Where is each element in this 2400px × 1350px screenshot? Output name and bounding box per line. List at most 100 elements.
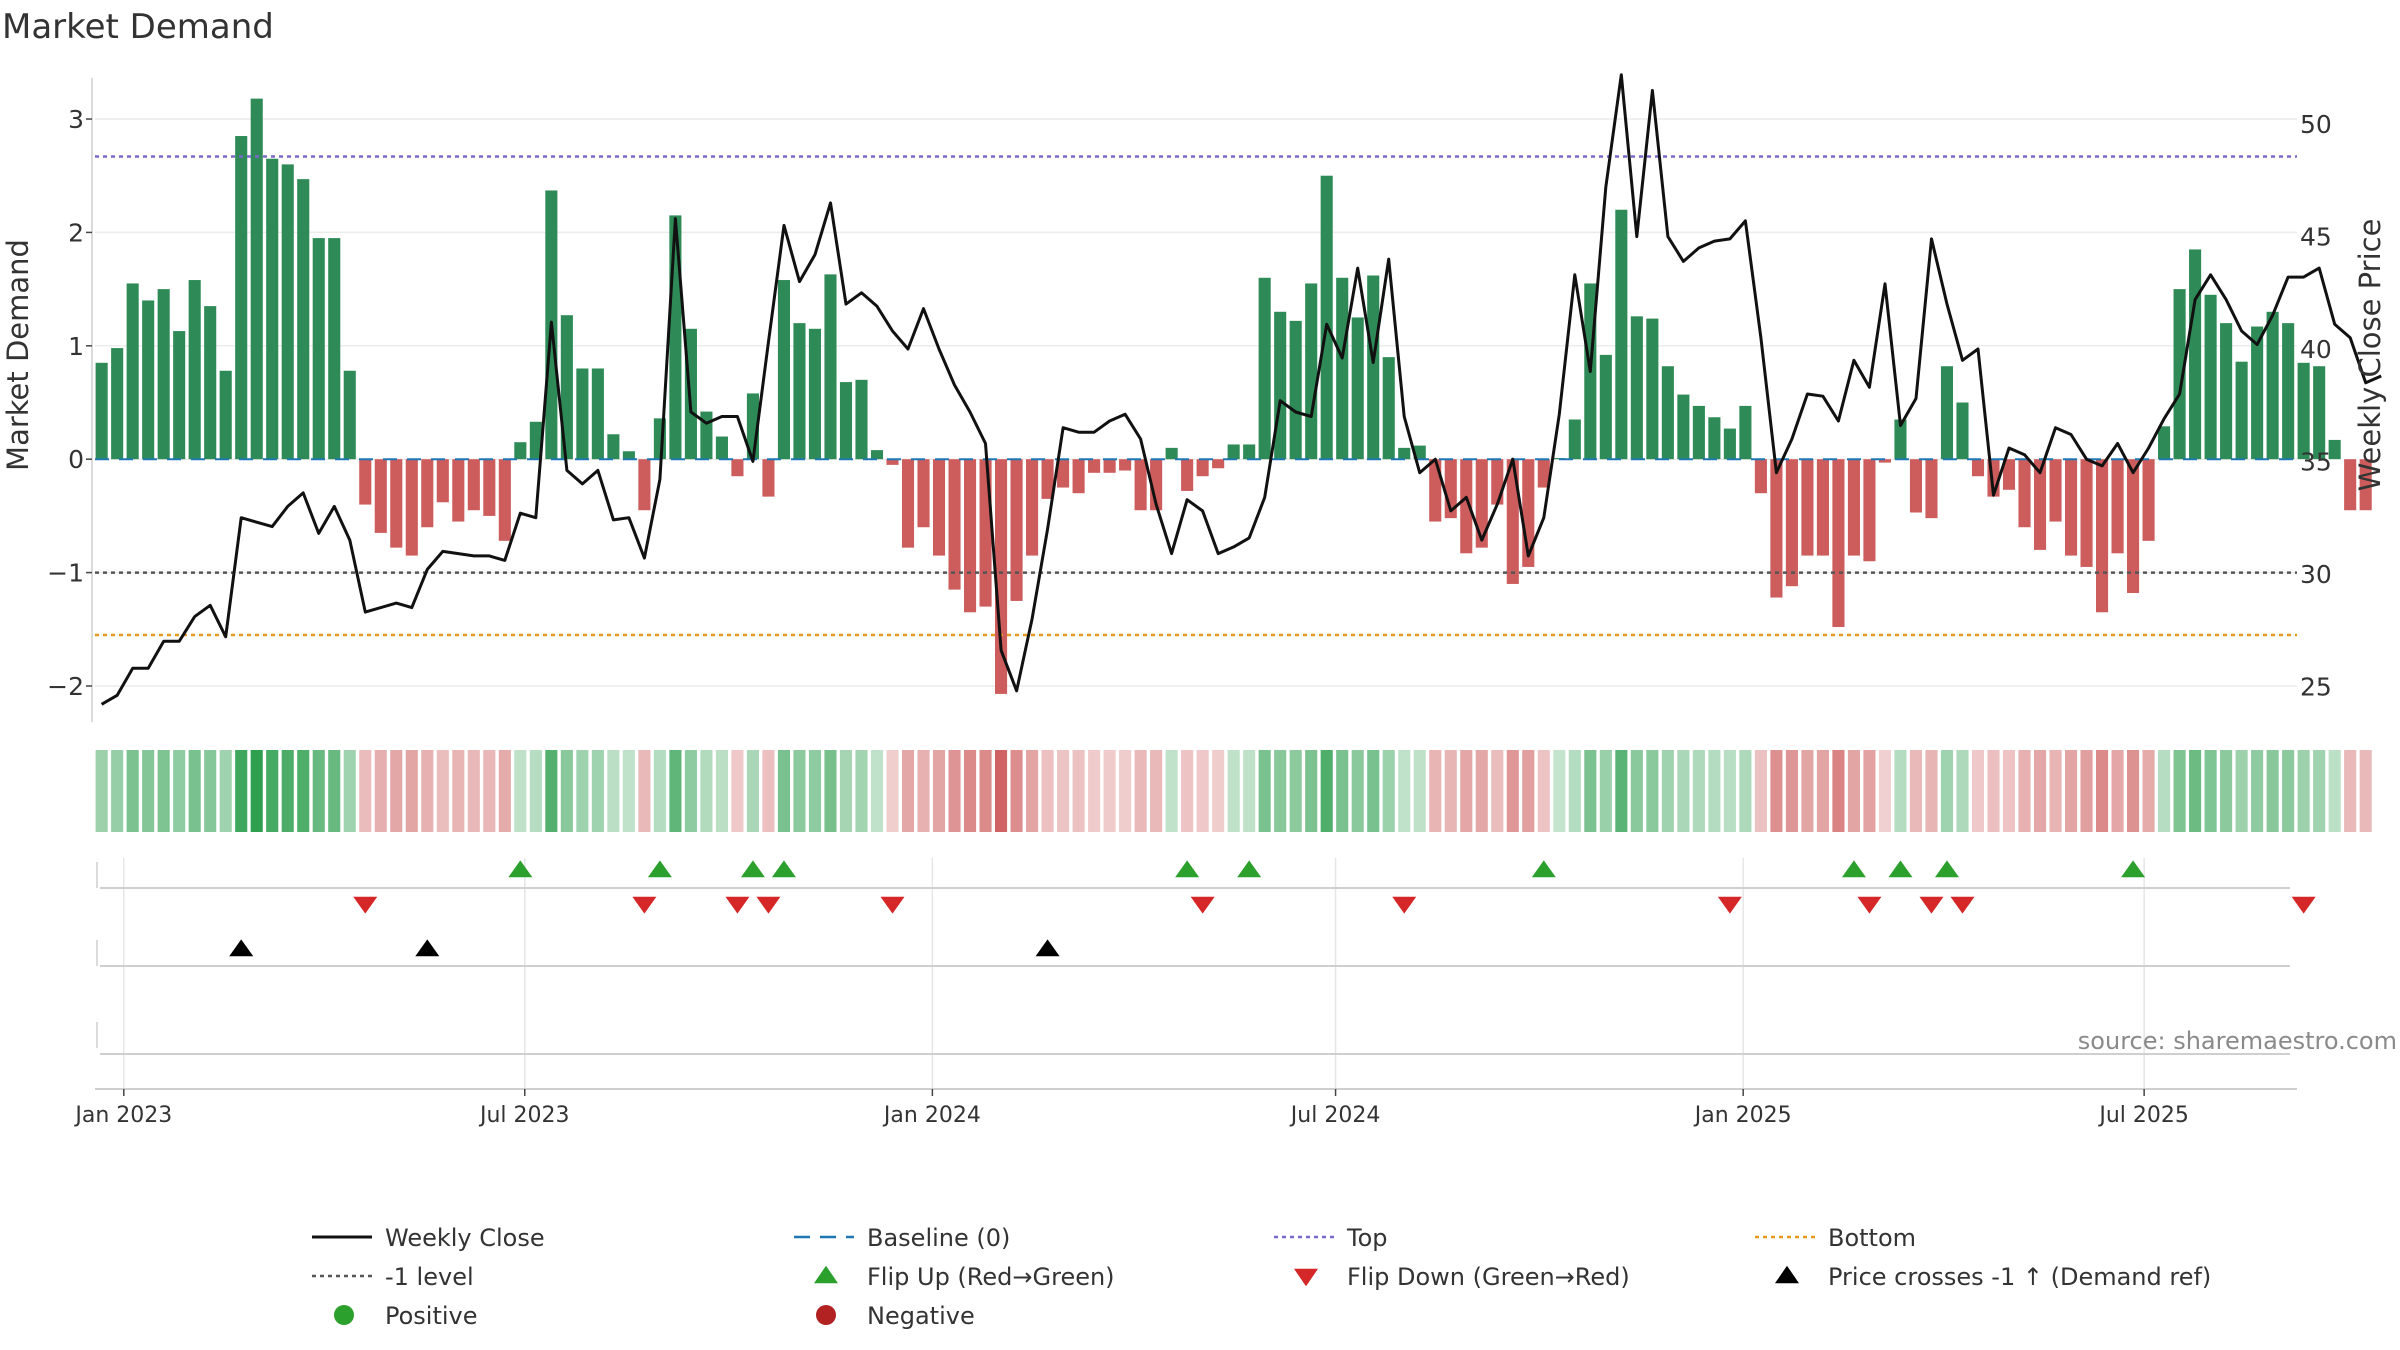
y-tick-label: −2 — [47, 672, 84, 701]
demand-bar — [1382, 357, 1395, 460]
legend-swatch — [816, 1305, 836, 1325]
demand-bar — [1336, 277, 1349, 460]
heat-cell — [1785, 750, 1798, 832]
demand-bar — [204, 306, 217, 460]
demand-bar — [1537, 459, 1550, 488]
heat-cell — [1227, 750, 1240, 832]
cross-up-marker — [1035, 939, 1060, 957]
demand-bar — [250, 98, 263, 460]
demand-bar — [2251, 326, 2264, 460]
heat-cell — [1103, 750, 1116, 832]
demand-bar — [2328, 439, 2341, 460]
heat-cell — [1506, 750, 1519, 832]
heat-cell — [312, 750, 325, 832]
demand-bar — [948, 459, 961, 590]
demand-bar — [2220, 323, 2233, 460]
demand-bar — [1909, 459, 1923, 513]
y-tick-label: 0 — [68, 445, 84, 474]
heat-cell — [111, 750, 124, 832]
demand-bar — [669, 215, 682, 460]
flip-up-marker — [1531, 860, 1556, 878]
demand-bar — [1816, 459, 1829, 556]
legend-swatch — [814, 1265, 838, 1284]
demand-bar — [374, 459, 387, 533]
demand-bar — [870, 450, 884, 460]
heat-cell — [2204, 750, 2217, 832]
heat-cell — [219, 750, 232, 832]
demand-bar — [1863, 459, 1876, 562]
demand-bar — [1770, 459, 1783, 598]
demand-bar — [932, 459, 946, 556]
heat-cell — [1134, 750, 1147, 832]
y-tick-label: −1 — [47, 559, 84, 588]
heat-cell — [173, 750, 186, 832]
demand-bar — [1925, 459, 1938, 519]
panel-frames — [91, 78, 2297, 1090]
legend-item: Weekly Close — [312, 1224, 545, 1252]
demand-bar — [390, 459, 403, 548]
y-axis-label: Market Demand — [1, 239, 35, 471]
heat-cell — [1584, 750, 1597, 832]
heat-cell — [1274, 750, 1287, 832]
y-tick-label: 1 — [68, 332, 84, 361]
cross-up-marker — [415, 939, 440, 957]
demand-bar — [1165, 447, 1178, 460]
flip-up-marker — [1888, 860, 1913, 878]
heat-cell — [948, 750, 961, 832]
heat-cell — [979, 750, 992, 832]
heat-cell — [2266, 750, 2279, 832]
heat-cell — [1429, 750, 1442, 832]
flip-down-marker — [756, 896, 781, 914]
demand-bar — [142, 300, 155, 460]
heat-cell — [1289, 750, 1302, 832]
heat-cell — [2096, 750, 2109, 832]
heat-cell — [1816, 750, 1829, 832]
demand-bar — [808, 328, 822, 460]
heat-cell — [436, 750, 449, 832]
demand-bar — [2173, 289, 2186, 460]
heat-cell — [266, 750, 279, 832]
demand-bar — [2158, 426, 2171, 460]
legend-label: Flip Down (Green→Red) — [1347, 1263, 1630, 1291]
flip-up-marker — [1934, 860, 1959, 878]
heat-cell — [1832, 750, 1845, 832]
demand-bar — [1320, 175, 1333, 460]
demand-bar — [777, 280, 791, 460]
heat-cell — [359, 750, 372, 832]
heat-cell — [1692, 750, 1705, 832]
heat-cell — [2111, 750, 2124, 832]
legend-swatch — [1775, 1265, 1799, 1284]
heat-cell — [1243, 750, 1256, 832]
demand-bar — [1599, 354, 1612, 460]
flip-down-marker — [1392, 896, 1417, 914]
demand-bar — [1134, 459, 1147, 511]
legend-label: Baseline (0) — [867, 1224, 1010, 1252]
heat-cell — [1057, 750, 1070, 832]
legend-label: Top — [1346, 1224, 1388, 1252]
heat-cell — [1181, 750, 1194, 832]
legend-label: -1 level — [385, 1263, 474, 1291]
heat-cell — [2049, 750, 2062, 832]
demand-bar — [1351, 317, 1364, 460]
legend-item: -1 level — [312, 1263, 474, 1291]
heat-cell — [467, 750, 480, 832]
flip-down-marker — [1919, 896, 1944, 914]
demand-bar — [2204, 294, 2217, 460]
demand-bar — [1243, 444, 1256, 460]
heat-cell — [1801, 750, 1814, 832]
demand-bar — [1274, 311, 1287, 460]
heat-cell — [250, 750, 263, 832]
heat-cell — [95, 750, 108, 832]
demand-bar — [762, 459, 775, 497]
heat-cell — [343, 750, 356, 832]
heat-cell — [1367, 750, 1380, 832]
heat-cell — [1072, 750, 1085, 832]
heat-cell — [2282, 750, 2295, 832]
x-tick-label: Jan 2025 — [1693, 1103, 1792, 1128]
demand-bar — [622, 451, 635, 460]
demand-bar — [1227, 444, 1240, 460]
heat-cell — [1150, 750, 1163, 832]
heat-cell — [793, 750, 806, 832]
demand-bar — [1475, 459, 1488, 548]
flip-down-marker — [1857, 896, 1882, 914]
